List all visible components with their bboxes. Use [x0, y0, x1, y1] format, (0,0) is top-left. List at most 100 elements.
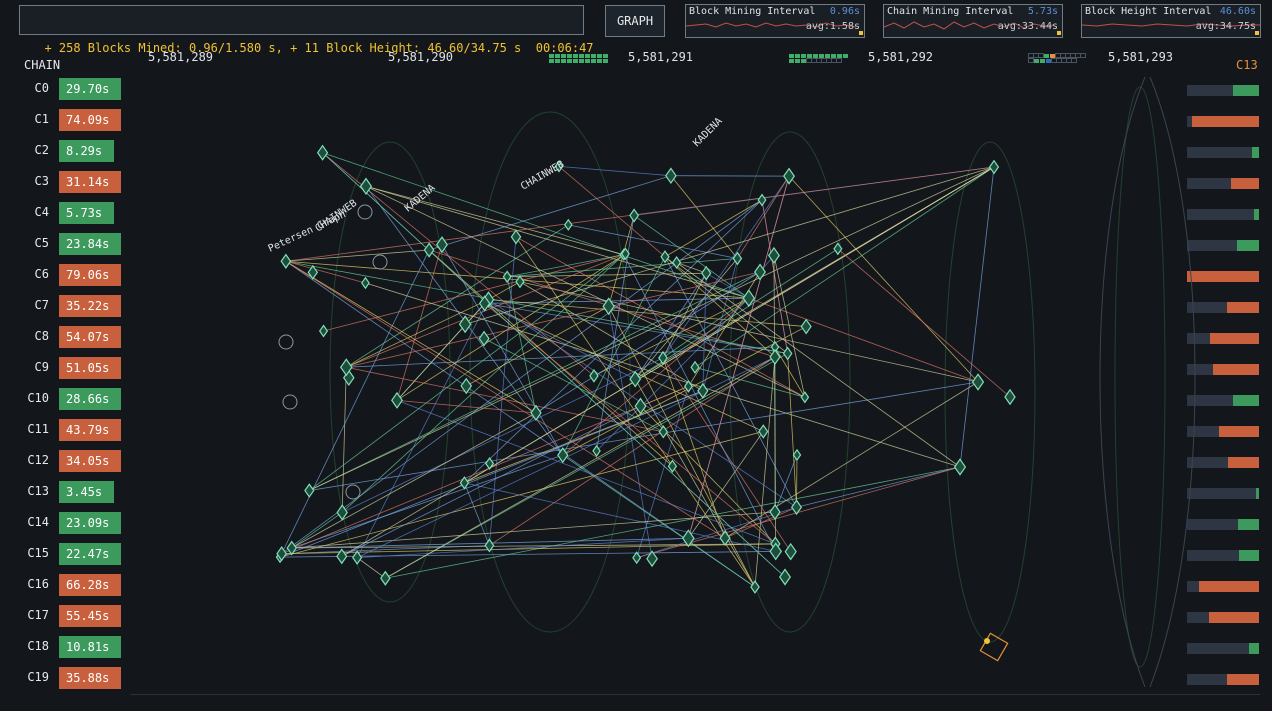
chain-interval-bar	[1187, 333, 1259, 344]
graph-edge	[365, 185, 806, 398]
chain-row[interactable]: C11 43.79s	[0, 419, 130, 442]
chain-row[interactable]: C3 31.14s	[0, 171, 130, 194]
graph-node	[665, 167, 677, 185]
block-progress-cell	[1061, 58, 1067, 63]
chain-time-badge: 66.28s	[59, 574, 121, 596]
graph-edge	[608, 215, 635, 307]
block-progress-cell	[555, 59, 560, 63]
block-progress-cell	[813, 54, 818, 58]
chain-row[interactable]: C6 79.06s	[0, 264, 130, 287]
graph-edge	[285, 260, 537, 414]
block-progress-cell	[555, 54, 560, 58]
chain-row[interactable]: C16 66.28s	[0, 574, 130, 597]
chain-row[interactable]: C19 35.88s	[0, 667, 130, 690]
sparkline-marker	[1057, 31, 1061, 35]
graph-edge	[959, 166, 995, 468]
chain-id: C7	[34, 298, 49, 312]
chain-time-badge: 51.05s	[59, 357, 121, 379]
graph-ring	[329, 141, 451, 603]
chain-row[interactable]: C18 10.81s	[0, 636, 130, 659]
chain-interval-bar	[1187, 302, 1259, 313]
chain-row[interactable]: C10 28.66s	[0, 388, 130, 411]
block-progress-cell	[1075, 53, 1081, 58]
graph-edge	[506, 276, 537, 413]
graph-edge	[664, 256, 788, 354]
graph-node	[629, 208, 640, 223]
chain-row[interactable]: C7 35.22s	[0, 295, 130, 318]
graph-node-ring	[345, 484, 361, 500]
chainweb-graph-area[interactable]: Petersen Graph CHAINWEB KADENA CHAINWEB KADE…	[130, 72, 1260, 695]
graph-edge	[466, 305, 609, 387]
chain-row[interactable]: C17 55.45s	[0, 605, 130, 628]
graph-node	[458, 315, 472, 334]
graph-node	[769, 503, 781, 521]
graph-edge	[285, 260, 756, 588]
graph-ring	[1099, 76, 1146, 688]
chain-row[interactable]: C5 23.84s	[0, 233, 130, 256]
graph-edge	[519, 281, 979, 383]
sparkline-value: 5.73s	[1027, 6, 1058, 17]
block-progress-cell	[591, 59, 596, 63]
graph-edge	[291, 454, 563, 549]
chain-row[interactable]: C12 34.05s	[0, 450, 130, 473]
sparkline-chart	[1082, 23, 1260, 27]
graph-node	[971, 373, 985, 391]
graph-node	[791, 499, 803, 516]
chain-row[interactable]: C4 5.73s	[0, 202, 130, 225]
block-progress-cell	[789, 54, 794, 58]
graph-edge	[465, 166, 995, 325]
block-progress-cell	[795, 54, 800, 58]
chain-interval-bar	[1187, 488, 1259, 499]
block-progress-cell	[1060, 53, 1066, 58]
chain-row[interactable]: C2 8.29s	[0, 140, 130, 163]
graph-node	[307, 264, 319, 280]
chain-time-badge: 43.79s	[59, 419, 121, 441]
graph-edge	[285, 260, 726, 539]
chain-interval-fill	[1210, 333, 1259, 344]
graph-node	[342, 369, 355, 387]
graph-node	[783, 167, 796, 185]
block-progress-cell	[1040, 59, 1045, 63]
chain-row[interactable]: C13 3.45s	[0, 481, 130, 504]
chain-row[interactable]: C8 54.07s	[0, 326, 130, 349]
chain-id: C11	[27, 422, 49, 436]
graph-node	[592, 444, 601, 458]
block-progress-cell	[831, 58, 837, 63]
chain-interval-fill	[1252, 147, 1259, 158]
block-progress-cell	[573, 54, 578, 58]
chain-row[interactable]: C0 29.70s	[0, 78, 130, 101]
chain-row[interactable]: C14 23.09s	[0, 512, 130, 535]
graph-edge	[322, 152, 786, 578]
chain-row[interactable]: C15 22.47s	[0, 543, 130, 566]
graph-edge	[291, 512, 343, 549]
chain-interval-fill	[1199, 581, 1259, 592]
graph-node	[478, 295, 491, 312]
chain-interval-fill	[1209, 612, 1259, 623]
graph-edge	[484, 303, 636, 380]
graph-node	[779, 568, 791, 586]
block-progress-cell	[821, 58, 827, 63]
graph-node-ring	[357, 204, 373, 220]
graph-edge	[428, 249, 776, 358]
graph-edge	[346, 224, 569, 368]
block-progress-cell	[806, 58, 812, 63]
graph-button[interactable]: GRAPH	[605, 5, 665, 37]
graph-edge	[281, 545, 490, 555]
graph-node	[701, 265, 712, 281]
chain-mining-interval-sparkline: Chain Mining Interval 5.73s avg:33.44s	[883, 4, 1063, 38]
graph-edge	[636, 386, 689, 558]
selected-chain-label: C13	[1236, 58, 1258, 72]
block-height-label: 5,581,293	[1108, 50, 1174, 64]
chain-row[interactable]: C1 74.09s	[0, 109, 130, 132]
graph-edge	[396, 399, 776, 545]
graph-edge	[309, 253, 626, 491]
graph-edge	[662, 357, 726, 539]
chain-row[interactable]: C9 51.05s	[0, 357, 130, 380]
graph-node	[423, 242, 435, 258]
graph-node	[782, 346, 793, 361]
graph-node	[589, 368, 599, 383]
chain-time-badge: 28.66s	[59, 388, 121, 410]
graph-node	[336, 548, 348, 565]
graph-edge	[702, 273, 707, 391]
